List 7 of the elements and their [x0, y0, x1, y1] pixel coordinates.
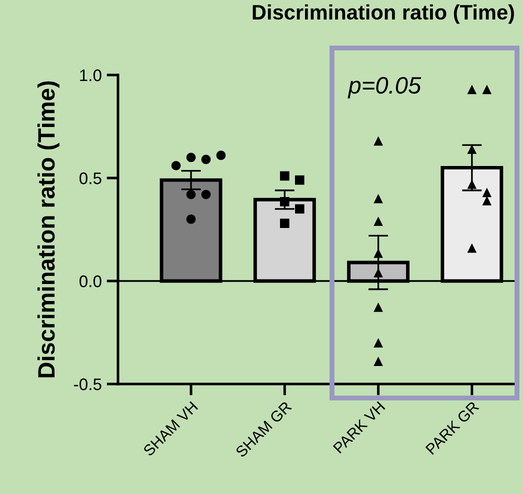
- chart-title: Discrimination ratio (Time): [252, 4, 514, 24]
- y-tick-label: -0.5: [74, 378, 102, 390]
- y-tick-label: 0.5: [80, 172, 102, 184]
- y-tick-label: 0.0: [80, 275, 102, 288]
- y-tick-label: 1.0: [80, 69, 102, 82]
- y-axis-title: Discrimination ratio (Time): [37, 81, 60, 378]
- annotation: p=0.05: [348, 76, 422, 98]
